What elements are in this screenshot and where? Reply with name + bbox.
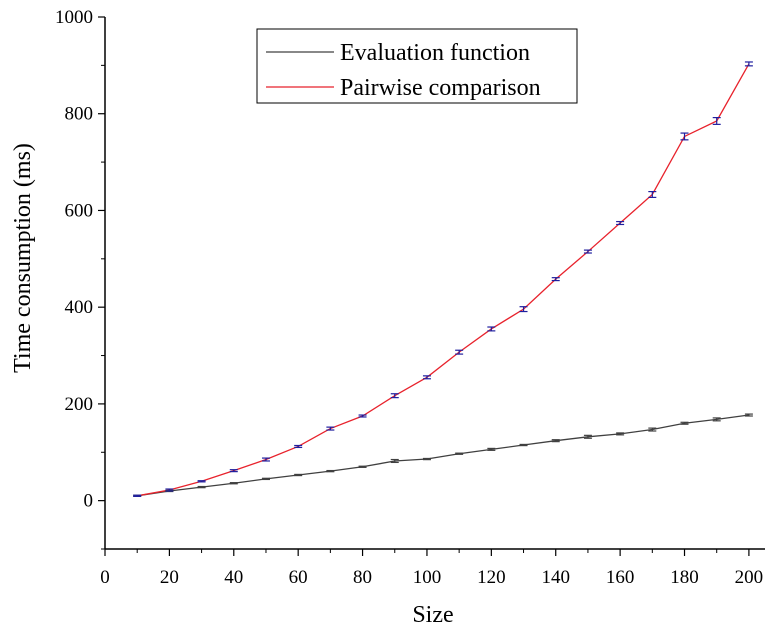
y-axis-title: Time consumption (ms)	[10, 143, 36, 373]
error-bar-pairwise-comparison	[294, 444, 303, 449]
error-bar-evaluation-function	[358, 465, 367, 468]
error-bar-evaluation-function	[583, 434, 592, 439]
legend-label-pairwise-comparison: Pairwise comparison	[340, 75, 541, 101]
error-bar-pairwise-comparison	[229, 469, 238, 473]
x-tick-label: 80	[353, 567, 372, 588]
x-axis-ticks: 0 20 40 60 80 100 120 140 160 180 200	[100, 549, 763, 588]
error-bar-pairwise-comparison	[712, 116, 721, 125]
error-bar-pairwise-comparison	[487, 326, 496, 332]
error-bar-evaluation-function	[390, 458, 399, 464]
plot-area: 0 200 400 600 800 1000 0 20 40 60 80 100 120 140 160 1…	[55, 7, 765, 588]
error-bar-pairwise-comparison	[680, 132, 689, 141]
error-bar-pairwise-comparison	[583, 249, 592, 254]
error-bar-pairwise-comparison	[648, 190, 657, 198]
x-tick-label: 60	[289, 567, 308, 588]
error-bar-pairwise-comparison	[390, 393, 399, 399]
y-tick-label: 600	[65, 200, 94, 221]
error-bar-pairwise-comparison	[197, 480, 206, 483]
error-bar-pairwise-comparison	[519, 306, 528, 313]
legend-label-evaluation-function: Evaluation function	[340, 40, 530, 66]
x-tick-label: 200	[735, 567, 764, 588]
error-bar-pairwise-comparison	[133, 494, 142, 497]
error-bar-evaluation-function	[229, 482, 238, 485]
y-tick-label: 200	[65, 394, 94, 415]
y-tick-label: 800	[65, 104, 94, 125]
error-bar-evaluation-function	[551, 439, 560, 443]
x-axis-title: Size	[412, 602, 453, 628]
y-tick-label: 400	[65, 297, 94, 318]
x-tick-label: 160	[606, 567, 635, 588]
error-bar-pairwise-comparison	[261, 457, 270, 462]
error-bar-evaluation-function	[294, 473, 303, 477]
x-tick-label: 140	[541, 567, 570, 588]
y-axis-ticks: 0 200 400 600 800 1000	[55, 7, 105, 550]
error-bar-evaluation-function	[648, 427, 657, 432]
y-tick-label: 0	[84, 491, 94, 512]
series-line-evaluation-function	[137, 414, 749, 497]
error-bar-pairwise-comparison	[326, 426, 335, 431]
error-bar-pairwise-comparison	[551, 277, 560, 282]
error-bars	[133, 61, 753, 497]
legend: Evaluation function Pairwise comparison	[256, 28, 578, 104]
error-bar-evaluation-function	[616, 432, 625, 436]
y-tick-label: 1000	[55, 7, 93, 28]
x-tick-label: 0	[100, 567, 110, 588]
series-line-pairwise-comparison	[137, 63, 750, 497]
error-bar-pairwise-comparison	[616, 220, 625, 226]
error-bar-evaluation-function	[680, 421, 689, 425]
error-bar-evaluation-function	[326, 469, 335, 473]
series-lines	[137, 63, 750, 497]
error-bar-evaluation-function	[422, 457, 431, 461]
x-tick-label: 180	[670, 567, 699, 588]
x-tick-label: 20	[160, 567, 179, 588]
error-bar-pairwise-comparison	[422, 375, 431, 380]
x-tick-label: 120	[477, 567, 506, 588]
x-tick-label: 100	[413, 567, 442, 588]
legend-box	[256, 28, 578, 104]
error-bar-pairwise-comparison	[358, 414, 367, 418]
error-bar-pairwise-comparison	[744, 61, 753, 67]
error-bar-evaluation-function	[712, 417, 721, 422]
error-bar-pairwise-comparison	[455, 349, 464, 355]
error-bar-evaluation-function	[197, 485, 206, 489]
error-bar-evaluation-function	[261, 477, 270, 481]
error-bar-evaluation-function	[455, 452, 464, 455]
error-bar-evaluation-function	[487, 447, 496, 451]
x-tick-label: 40	[224, 567, 243, 588]
error-bar-evaluation-function	[744, 413, 753, 417]
error-bar-evaluation-function	[519, 443, 528, 447]
error-bar-pairwise-comparison	[165, 488, 174, 492]
